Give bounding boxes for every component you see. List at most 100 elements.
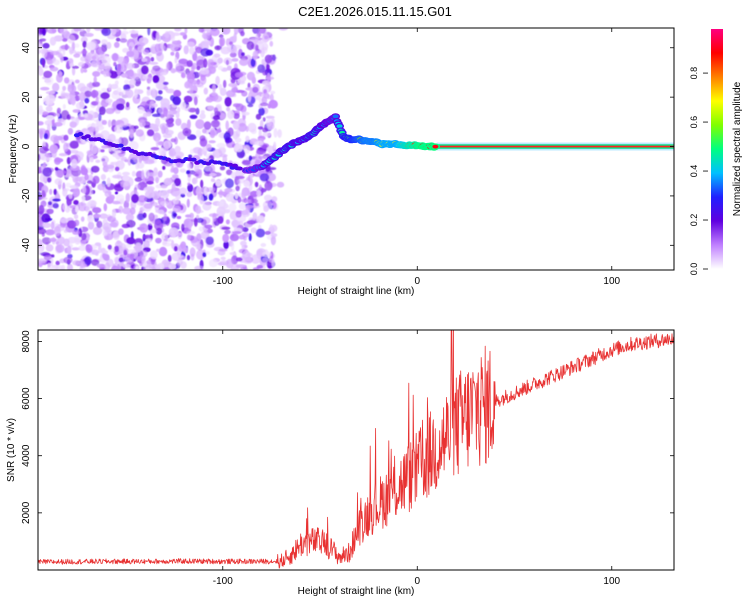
noise-blob xyxy=(155,176,159,184)
noise-blob xyxy=(127,156,132,166)
noise-blob xyxy=(99,213,108,219)
noise-blob xyxy=(241,52,245,57)
noise-blob xyxy=(66,114,71,120)
noise-blob xyxy=(128,30,139,34)
noise-blob xyxy=(128,141,139,151)
noise-blob xyxy=(84,97,90,104)
noise-blob xyxy=(101,39,108,45)
noise-blob xyxy=(47,201,53,206)
track-blob xyxy=(190,157,197,162)
noise-blob xyxy=(72,109,81,113)
noise-blob xyxy=(192,147,203,154)
noise-blob xyxy=(187,134,197,141)
noise-blob xyxy=(75,205,79,213)
noise-blob xyxy=(80,167,89,176)
noise-blob xyxy=(78,61,85,67)
noise-blob xyxy=(226,90,236,98)
track-blob xyxy=(84,134,91,139)
noise-blob xyxy=(196,59,206,69)
snr-x-tick-label: -100 xyxy=(213,576,233,587)
noise-blob xyxy=(234,192,239,200)
noise-blob xyxy=(184,28,188,34)
noise-blob xyxy=(189,212,194,219)
noise-blob xyxy=(151,69,156,76)
noise-blob xyxy=(235,129,241,137)
noise-blob xyxy=(131,193,139,204)
noise-blob xyxy=(255,44,259,51)
noise-blob xyxy=(89,126,93,134)
noise-blob xyxy=(63,229,69,233)
noise-blob xyxy=(216,142,226,149)
noise-blob xyxy=(63,256,73,264)
noise-blob xyxy=(137,195,147,203)
noise-blob xyxy=(232,103,241,108)
noise-blob xyxy=(215,180,222,187)
noise-blob xyxy=(219,87,227,96)
noise-blob xyxy=(225,219,230,225)
noise-blob xyxy=(170,68,176,74)
noise-blob xyxy=(58,153,68,157)
noise-blob xyxy=(171,183,176,192)
noise-blob xyxy=(237,179,241,184)
noise-blob xyxy=(68,47,74,55)
noise-blob xyxy=(139,119,146,128)
noise-blob xyxy=(67,34,76,44)
noise-blob xyxy=(147,172,157,177)
noise-blob xyxy=(42,167,52,177)
noise-blob xyxy=(104,164,115,169)
noise-blob xyxy=(167,254,172,263)
noise-blob xyxy=(66,245,72,255)
noise-blob xyxy=(256,215,265,224)
spectrogram-x-axis-label: Height of straight line (km) xyxy=(298,286,415,297)
noise-blob xyxy=(225,120,229,131)
noise-blob xyxy=(92,71,101,77)
noise-blob xyxy=(234,72,244,78)
noise-blob xyxy=(194,164,200,172)
spectrogram-noise-cloud xyxy=(38,28,288,270)
noise-blob xyxy=(133,125,139,130)
noise-blob xyxy=(207,105,215,111)
noise-blob xyxy=(108,147,112,152)
noise-blob xyxy=(85,206,91,213)
noise-blob xyxy=(175,63,181,73)
noise-blob xyxy=(259,173,270,182)
noise-blob xyxy=(141,169,145,179)
noise-blob xyxy=(265,200,276,204)
noise-blob xyxy=(179,32,186,36)
noise-blob xyxy=(235,257,243,262)
noise-blob xyxy=(179,168,186,173)
noise-blob xyxy=(91,81,101,88)
snr-y-ticks: 2000 4000 6000 8000 xyxy=(21,330,674,524)
noise-blob xyxy=(149,123,159,131)
noise-blob xyxy=(124,79,130,85)
snr-frame xyxy=(37,329,675,571)
spectrogram-y-tick-label: 0 xyxy=(21,143,32,149)
colorbar-tick-label: 0.0 xyxy=(689,263,699,276)
noise-blob xyxy=(122,171,130,176)
noise-blob xyxy=(223,188,232,192)
noise-blob xyxy=(81,195,86,204)
noise-blob xyxy=(246,41,255,51)
noise-blob xyxy=(247,103,254,108)
colorbar: 0.0 0.2 0.4 0.6 0.8 Normalized spectral ampl… xyxy=(689,29,743,275)
noise-blob xyxy=(270,235,276,246)
noise-blob xyxy=(155,237,162,244)
noise-blob xyxy=(250,128,257,135)
noise-blob xyxy=(258,107,265,116)
noise-blob xyxy=(49,188,53,195)
noise-blob xyxy=(256,190,262,197)
noise-blob xyxy=(146,259,152,265)
spectrogram-y-tick-label: -20 xyxy=(21,188,32,203)
noise-blob xyxy=(114,191,119,195)
noise-blob xyxy=(144,169,150,179)
noise-blob xyxy=(96,263,105,268)
noise-blob xyxy=(146,89,151,97)
noise-blob xyxy=(126,62,135,70)
noise-blob xyxy=(114,150,122,154)
noise-blob xyxy=(39,146,48,154)
noise-blob xyxy=(211,91,217,97)
noise-blob xyxy=(150,57,155,62)
noise-blob xyxy=(150,250,158,260)
noise-blob xyxy=(255,34,259,43)
